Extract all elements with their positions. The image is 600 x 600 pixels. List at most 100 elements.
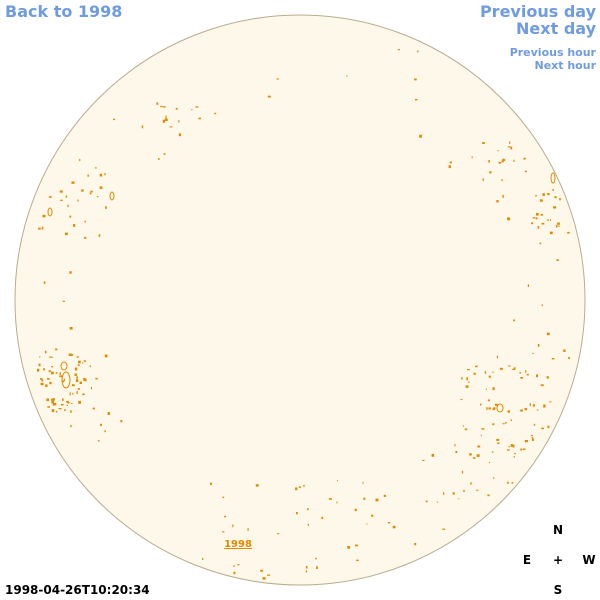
speck: [92, 407, 95, 410]
speck: [485, 388, 487, 390]
speck: [41, 226, 44, 230]
speck: [397, 49, 400, 51]
speck: [363, 497, 366, 500]
speck: [70, 403, 73, 404]
speck: [463, 489, 465, 492]
speck: [277, 533, 280, 535]
speck: [484, 371, 487, 374]
speck: [55, 410, 58, 413]
speck: [557, 222, 560, 225]
speck: [355, 544, 358, 547]
speck: [178, 120, 180, 123]
speck: [488, 375, 491, 378]
speck: [307, 523, 309, 526]
speck: [71, 181, 75, 184]
speck: [77, 364, 80, 367]
speck: [46, 398, 50, 402]
speck: [470, 482, 472, 485]
speck: [549, 401, 552, 403]
speck: [52, 403, 55, 406]
speck: [493, 407, 496, 410]
speck: [472, 457, 476, 459]
speck: [512, 444, 515, 448]
speck: [535, 194, 537, 197]
speck: [541, 304, 543, 307]
speck: [84, 220, 86, 223]
speck: [59, 372, 61, 375]
speck: [520, 409, 523, 412]
speck: [531, 437, 534, 439]
speck: [79, 381, 82, 384]
previous-hour-link[interactable]: Previous hour: [510, 46, 597, 59]
speck: [539, 199, 543, 202]
speck: [53, 402, 57, 406]
compass-center: +: [553, 553, 563, 567]
speck: [72, 392, 74, 395]
speck: [76, 356, 79, 358]
speck: [550, 219, 551, 221]
speck: [371, 514, 374, 517]
speck: [460, 398, 463, 401]
speck: [237, 564, 240, 566]
speck: [425, 500, 428, 503]
speck: [532, 438, 534, 441]
speck: [78, 360, 81, 364]
previous-day-link[interactable]: Previous day: [480, 2, 597, 21]
speck: [307, 508, 309, 511]
speck: [97, 440, 100, 442]
speck: [488, 399, 490, 402]
next-hour-link[interactable]: Next hour: [535, 59, 597, 72]
speck: [328, 498, 332, 500]
speck: [501, 179, 503, 182]
speck: [519, 372, 521, 374]
speck: [50, 371, 54, 375]
speck: [66, 400, 69, 403]
speck: [48, 196, 52, 198]
disk-year-link[interactable]: 1998: [224, 539, 252, 550]
speck: [95, 377, 98, 380]
speck: [68, 353, 72, 356]
speck: [442, 528, 446, 530]
speck: [539, 242, 542, 245]
speck: [69, 215, 72, 218]
contour: [550, 172, 556, 184]
speck: [337, 480, 338, 482]
next-day-link[interactable]: Next day: [516, 19, 597, 38]
magnetic-features: [37, 49, 570, 580]
back-link[interactable]: Back to 1998: [5, 2, 122, 21]
speck: [49, 381, 52, 385]
speck: [522, 448, 526, 451]
speck: [296, 512, 298, 515]
speck: [43, 368, 45, 371]
speck: [547, 193, 550, 196]
speck: [191, 109, 193, 111]
compass-east: E: [523, 553, 531, 567]
speck: [513, 159, 515, 162]
speck: [89, 192, 92, 195]
speck: [55, 348, 58, 351]
speck: [120, 420, 123, 423]
speck: [104, 430, 106, 433]
speck: [214, 112, 217, 115]
speck: [260, 569, 264, 572]
speck: [99, 186, 103, 189]
speck: [532, 404, 536, 407]
speck: [375, 498, 379, 502]
speck: [443, 492, 445, 495]
speck: [551, 358, 555, 360]
speck: [233, 565, 235, 567]
speck: [74, 367, 78, 371]
speck: [104, 354, 108, 358]
speck: [276, 78, 279, 80]
speck: [461, 470, 464, 474]
speck: [431, 453, 435, 457]
speck: [69, 392, 71, 396]
speck: [513, 367, 516, 369]
speck: [540, 214, 544, 216]
speck: [59, 375, 61, 378]
speck: [499, 367, 503, 370]
speck: [175, 107, 178, 110]
speck: [526, 373, 529, 376]
speck: [532, 217, 536, 219]
speck: [546, 219, 549, 221]
